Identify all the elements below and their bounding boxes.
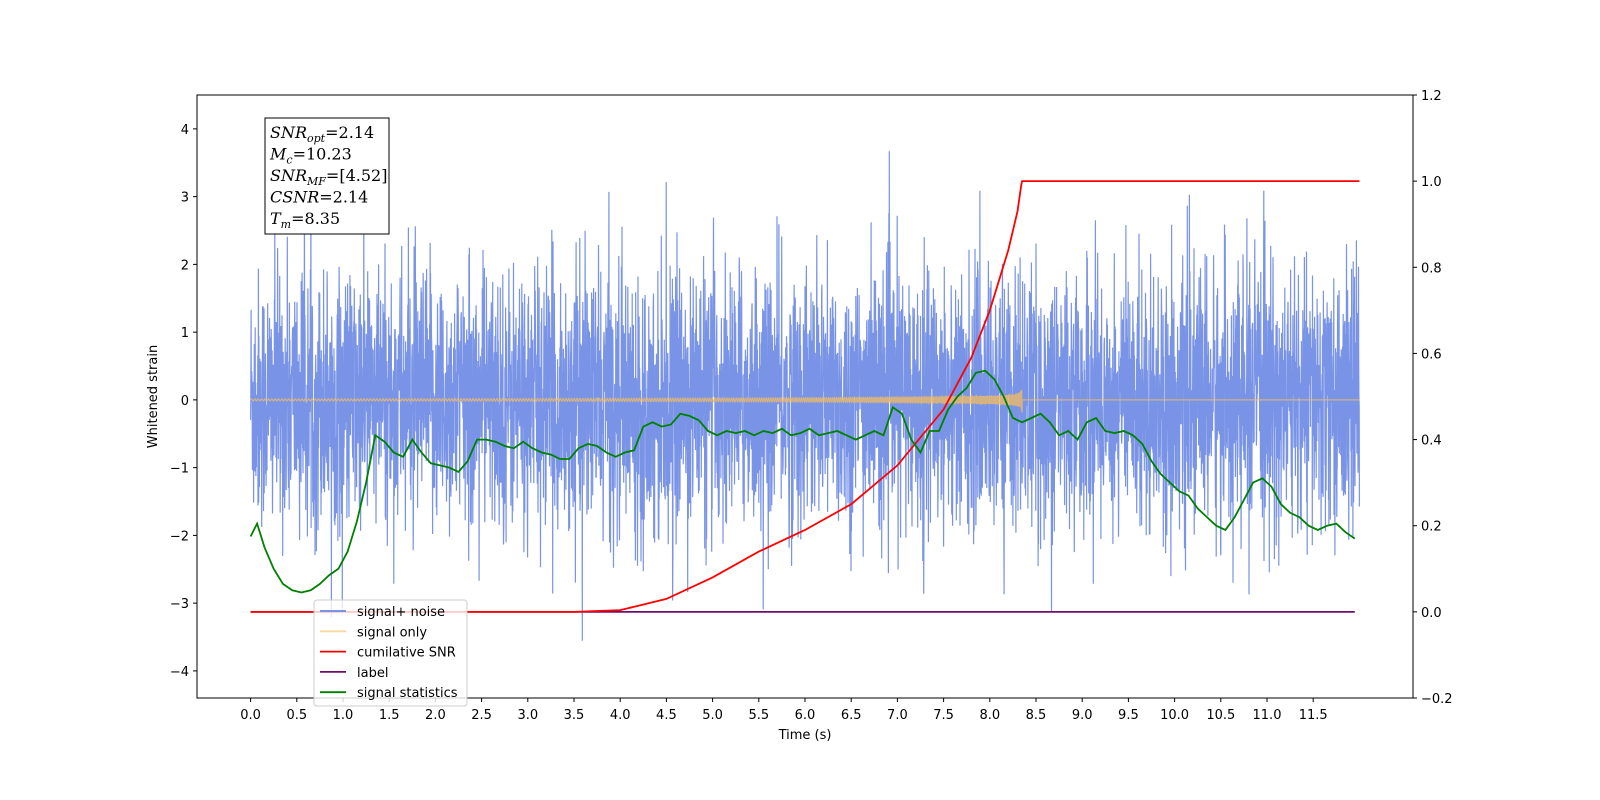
x-tick-label: 10.5 xyxy=(1206,708,1235,723)
x-tick-label: 7.0 xyxy=(887,708,908,723)
x-tick-label: 6.0 xyxy=(795,708,816,723)
x-tick-label: 10.0 xyxy=(1160,708,1189,723)
y-right-tick-label: 1.0 xyxy=(1421,175,1442,190)
x-tick-label: 11.0 xyxy=(1253,708,1282,723)
y-right-tick-label: 0.8 xyxy=(1421,261,1442,276)
y-right-tick-label: 0.2 xyxy=(1421,520,1442,535)
y-left-tick-label: 0 xyxy=(181,394,189,409)
annotation-box: SNRopt=2.14Mc=10.23SNRMF=[4.52]CSNR=2.14… xyxy=(264,117,390,235)
legend: signal+ noise signal only cumilative SNR la… xyxy=(313,599,468,707)
x-tick-label: 5.0 xyxy=(702,708,723,723)
annotation-line: Tm=8.35 xyxy=(270,209,340,231)
signal-only-line xyxy=(250,389,1360,413)
y-right-tick-label: −0.2 xyxy=(1421,692,1453,707)
y-right-tick-label: 0.4 xyxy=(1421,434,1442,449)
x-tick-label: 9.0 xyxy=(1072,708,1093,723)
x-tick-label: 5.5 xyxy=(748,708,769,723)
x-tick-label: 4.0 xyxy=(610,708,631,723)
y-axis-right: −0.2 0.0 0.2 0.4 0.6 0.8 1.0 1.2 xyxy=(1413,89,1453,707)
x-tick-label: 1.5 xyxy=(379,708,400,723)
series-signal-statistics-line xyxy=(249,369,1356,594)
x-tick-label: 3.0 xyxy=(517,708,538,723)
y-left-tick-label: −2 xyxy=(170,529,189,544)
x-tick-label: 1.0 xyxy=(333,708,354,723)
y-axis-title: Whitened strain xyxy=(146,345,161,448)
x-tick-label: 2.5 xyxy=(471,708,492,723)
y-right-tick-label: 0.6 xyxy=(1421,347,1442,362)
legend-label-label: label xyxy=(357,666,388,681)
y-left-tick-label: 4 xyxy=(181,123,189,138)
legend-frame xyxy=(313,599,468,707)
y-left-tick-label: −3 xyxy=(170,597,189,612)
y-left-tick-label: 2 xyxy=(181,258,189,273)
annotation-line: CSNR=2.14 xyxy=(270,188,368,207)
y-left-tick-label: −1 xyxy=(170,462,189,477)
x-axis: 0.0 0.5 1.0 1.5 2.0 2.5 3.0 3.5 4.0 4.5 5.0 5.5 6.0 6… xyxy=(240,698,1328,723)
legend-label-signal-only: signal only xyxy=(357,625,427,640)
legend-label-signal-statistics: signal statistics xyxy=(357,686,458,701)
y-left-tick-label: −4 xyxy=(170,665,189,680)
annotation-line: SNRMF=[4.52] xyxy=(270,166,387,188)
annotation-line: Mc=10.23 xyxy=(269,145,352,167)
series-cumilative-snr-line xyxy=(250,180,1360,613)
annotation-line: SNRopt=2.14 xyxy=(270,123,374,145)
x-tick-label: 7.5 xyxy=(933,708,954,723)
x-tick-label: 8.5 xyxy=(1026,708,1047,723)
x-tick-label: 0.0 xyxy=(240,708,261,723)
series-signal-plus-noise xyxy=(250,151,1360,641)
x-tick-label: 2.0 xyxy=(425,708,446,723)
y-left-tick-label: 1 xyxy=(181,326,189,341)
y-right-tick-label: 1.2 xyxy=(1421,89,1442,104)
x-tick-label: 6.5 xyxy=(841,708,862,723)
y-left-tick-label: 3 xyxy=(181,191,189,206)
x-tick-label: 8.0 xyxy=(979,708,1000,723)
annotation-frame xyxy=(264,117,390,235)
x-tick-label: 11.5 xyxy=(1299,708,1328,723)
signal-plus-noise-line xyxy=(250,151,1360,641)
x-tick-label: 0.5 xyxy=(286,708,307,723)
legend-label-signal-noise: signal+ noise xyxy=(357,605,445,620)
y-right-tick-label: 0.0 xyxy=(1421,606,1442,621)
x-axis-title: Time (s) xyxy=(778,728,832,743)
x-tick-label: 4.5 xyxy=(656,708,677,723)
y-axis-left: −4 −3 −2 −1 0 1 2 3 4 xyxy=(170,123,197,680)
legend-label-cumilative-snr: cumilative SNR xyxy=(357,646,456,661)
series-signal-only xyxy=(250,389,1360,413)
x-tick-label: 9.5 xyxy=(1118,708,1139,723)
x-tick-label: 3.5 xyxy=(564,708,585,723)
